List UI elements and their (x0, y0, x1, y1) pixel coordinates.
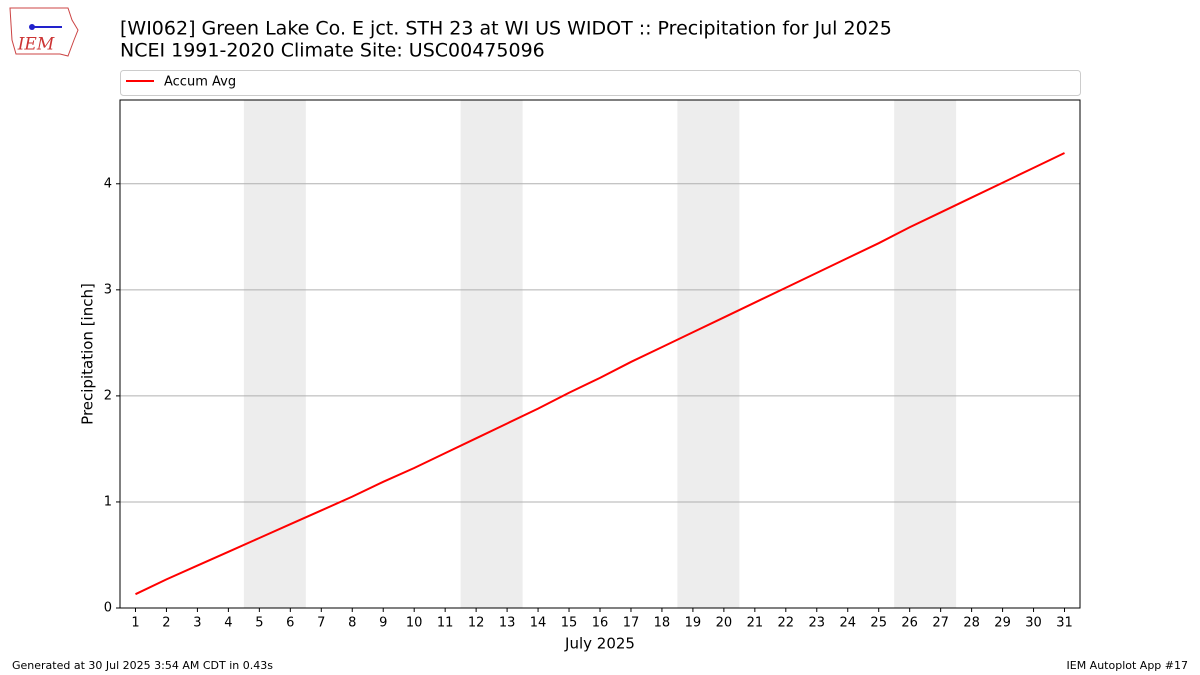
x-tick-label: 17 (623, 616, 640, 631)
logo: IEM (9, 7, 79, 57)
line-series (135, 152, 1065, 596)
x-tick-label: 12 (468, 616, 485, 631)
x-tick-label: 18 (654, 616, 671, 631)
weekend-shade (243, 100, 306, 608)
x-tick-label: 13 (499, 616, 516, 631)
y-tick-label: 3 (104, 282, 112, 297)
footer-left: Generated at 30 Jul 2025 3:54 AM CDT in … (12, 659, 273, 672)
y-tick-label: 2 (104, 388, 112, 403)
x-tick-label: 24 (839, 616, 856, 631)
x-tick-label: 5 (255, 616, 263, 631)
x-tick-label: 11 (437, 616, 454, 631)
footer-right: IEM Autoplot App #17 (1067, 659, 1189, 672)
x-tick-label: 9 (379, 616, 387, 631)
x-tick-label: 2 (162, 616, 170, 631)
weekend-shade (894, 100, 957, 608)
weekend-shade (460, 100, 523, 608)
x-tick-label: 14 (530, 616, 547, 631)
x-tick-label: 4 (224, 616, 232, 631)
x-tick-label: 23 (809, 616, 826, 631)
x-tick-label: 29 (994, 616, 1011, 631)
legend-label: Accum Avg (164, 75, 236, 90)
chart-subtitle: NCEI 1991-2020 Climate Site: USC00475096 (120, 40, 545, 62)
x-tick-label: 27 (932, 616, 949, 631)
logo-dot (29, 24, 35, 30)
x-tick-label: 31 (1056, 616, 1073, 631)
y-tick-label: 0 (104, 601, 112, 616)
x-tick-label: 22 (778, 616, 795, 631)
x-tick-label: 1 (131, 616, 139, 631)
x-tick-label: 20 (716, 616, 733, 631)
x-tick-label: 19 (685, 616, 702, 631)
x-tick-label: 16 (592, 616, 609, 631)
x-tick-label: 8 (348, 616, 356, 631)
x-tick-label: 26 (901, 616, 918, 631)
x-tick-label: 3 (193, 616, 201, 631)
y-axis-label: Precipitation [inch] (79, 283, 97, 425)
legend (120, 70, 1081, 96)
x-tick-label: 6 (286, 616, 294, 631)
x-tick-label: 21 (747, 616, 764, 631)
x-tick-label: 10 (406, 616, 423, 631)
logo-outline (9, 7, 79, 57)
x-tick-label: 15 (561, 616, 578, 631)
logo-text: IEM (17, 35, 55, 55)
x-tick-label: 28 (963, 616, 980, 631)
y-tick-label: 1 (104, 494, 112, 509)
weekend-shade (677, 100, 740, 608)
plot-frame (119, 99, 1081, 609)
x-tick-label: 30 (1025, 616, 1042, 631)
chart-title: [WI062] Green Lake Co. E jct. STH 23 at … (120, 18, 892, 40)
x-tick-label: 25 (870, 616, 887, 631)
x-axis-label: July 2025 (564, 635, 635, 653)
x-tick-label: 7 (317, 616, 325, 631)
y-tick-label: 4 (104, 176, 112, 191)
